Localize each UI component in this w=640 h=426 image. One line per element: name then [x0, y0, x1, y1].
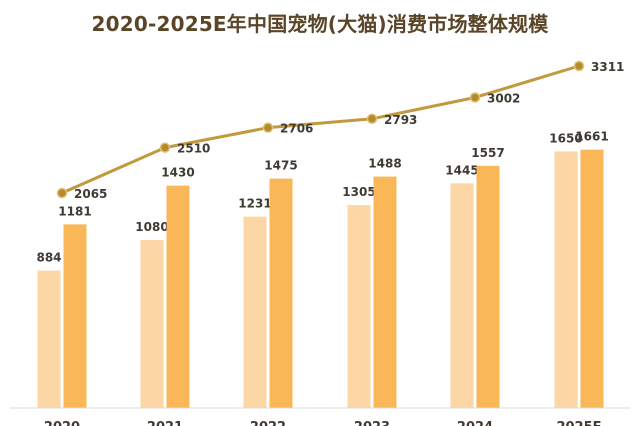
bar-1-2025E: [554, 151, 578, 409]
bar-label-2-2022: 1475: [264, 159, 297, 173]
line-layer: 2065 2510 2706 2793 3002 3311: [56, 60, 624, 201]
bar-2-2024: [476, 165, 500, 408]
bar-label-2-2024: 1557: [471, 146, 504, 160]
line-point-2024: [469, 92, 481, 103]
line-label-2024: 3002: [487, 91, 520, 105]
x-tick-2024: 2024: [457, 420, 493, 426]
bar-label-1-2021: 1080: [135, 220, 168, 234]
bar-label-1-2020: 884: [36, 251, 61, 265]
x-tick-2021: 2021: [147, 420, 183, 426]
bar-1-2020: [37, 270, 61, 408]
line-point-2021: [159, 142, 171, 153]
bar-2-2022: [269, 178, 293, 408]
bar-label-2-2025E: 1661: [575, 130, 608, 144]
bar-2-2025E: [580, 149, 604, 409]
bar-label-2-2023: 1488: [368, 157, 401, 171]
bar-label-1-2023: 1305: [342, 185, 375, 199]
bar-label-2-2021: 1430: [161, 166, 194, 180]
line-point-2020: [56, 187, 68, 199]
bar-2-2021: [166, 185, 190, 408]
bar-2-2020: [63, 224, 87, 408]
x-tick-2023: 2023: [354, 420, 390, 426]
line-label-2021: 2510: [177, 142, 210, 156]
bar-label-1-2025E: 1650: [549, 131, 582, 145]
bar-2-2023: [373, 176, 397, 408]
bar-1-2023: [347, 205, 371, 408]
x-tick-2025E: 2025E: [556, 420, 601, 426]
bar-layer: 884 1181 1080 1430 1231 1475 1305 1488 1445 1557 1…: [36, 130, 609, 409]
line-path: [61, 64, 580, 195]
bar-label-2-2020: 1181: [58, 204, 91, 218]
bar-label-1-2024: 1445: [445, 163, 478, 177]
bar-1-2022: [243, 216, 267, 408]
x-tick-2020: 2020: [44, 420, 80, 426]
line-point-2023: [366, 113, 378, 125]
bar-label-1-2022: 1231: [238, 197, 271, 211]
line-label-2022: 2706: [280, 122, 313, 136]
chart-title: 2020-2025E年中国宠物(大猫)消费市场整体规模: [91, 12, 549, 36]
line-point-2025E: [573, 60, 585, 72]
line-label-2020: 2065: [74, 187, 107, 201]
line-point-2022: [262, 122, 274, 133]
line-label-2025E: 3311: [591, 60, 624, 74]
bar-1-2021: [140, 240, 164, 408]
bar-1-2024: [450, 183, 474, 408]
x-tick-2022: 2022: [250, 420, 286, 426]
x-axis-ticks: 2020 2021 2022 2023 2024 2025E: [44, 420, 602, 426]
line-label-2023: 2793: [384, 113, 417, 127]
